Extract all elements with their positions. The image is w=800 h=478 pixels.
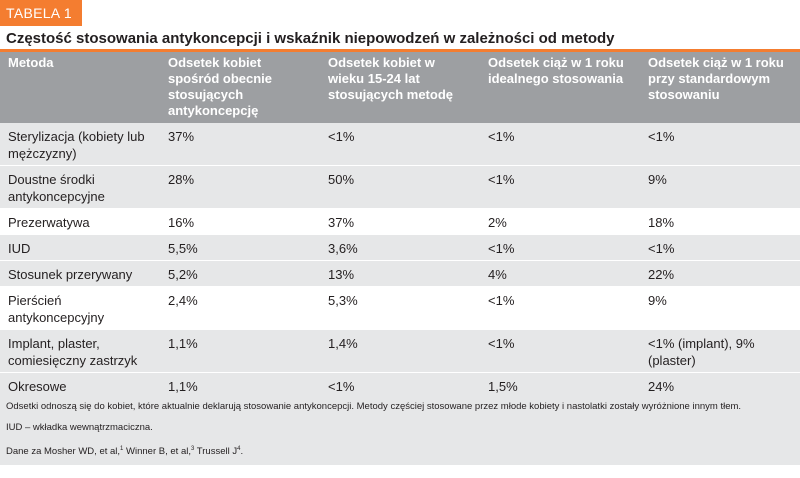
source-ref-1: 1 <box>120 446 124 452</box>
table-row: Stosunek przerywany 5,2% 13% 4% 22% <box>0 260 800 287</box>
header-typical-use-failure: Odsetek ciąż w 1 roku przy standardowym … <box>640 52 800 123</box>
cell-share-age-15-24: <1% <box>320 123 480 166</box>
table-row: Implant, plaster, comiesięczny zastrzyk 1… <box>0 329 800 373</box>
cell-perfect-use-failure: <1% <box>480 123 640 166</box>
table-number-tag: TABELA 1 <box>0 0 82 26</box>
cell-perfect-use-failure: <1% <box>480 165 640 209</box>
cell-method: Stosunek przerywany <box>0 260 160 287</box>
cell-share-age-15-24: 13% <box>320 260 480 287</box>
source-ref-3: 3 <box>190 446 195 452</box>
cell-perfect-use-failure: 4% <box>480 260 640 287</box>
cell-typical-use-failure: <1% <box>640 123 800 166</box>
title-divider <box>0 49 800 52</box>
cell-share-current-users: 37% <box>160 123 320 166</box>
contraception-table-container: Metoda Odsetek kobiet spośród obecnie st… <box>0 52 800 433</box>
table-row: Prezerwatywa 16% 37% 2% 18% <box>0 208 800 235</box>
table-row: Sterylizacja (kobiety lub mężczyzny) 37% <… <box>0 123 800 166</box>
cell-share-age-15-24: 37% <box>320 208 480 235</box>
table-row: Doustne środki antykoncepcyjne 28% 50% <1% 9… <box>0 165 800 209</box>
source-mid-2: Trussell J <box>194 446 238 458</box>
table-row: IUD 5,5% 3,6% <1% <1% <box>0 234 800 261</box>
cell-typical-use-failure: <1% (implant), 9% (plaster) <box>640 329 800 373</box>
header-share-current-users: Odsetek kobiet spośród obecnie stosujący… <box>160 52 320 123</box>
cell-method: Implant, plaster, comiesięczny zastrzyk <box>0 329 160 373</box>
cell-perfect-use-failure: <1% <box>480 286 640 330</box>
cell-perfect-use-failure: <1% <box>480 329 640 373</box>
cell-share-age-15-24: 3,6% <box>320 234 480 261</box>
header-method: Metoda <box>0 52 160 123</box>
cell-typical-use-failure: <1% <box>640 234 800 261</box>
footer-source: Dane za Mosher WD, et al,1 Winner B, et … <box>6 443 794 458</box>
cell-typical-use-failure: 9% <box>640 165 800 209</box>
table-body: Sterylizacja (kobiety lub mężczyzny) 37% <… <box>0 123 800 433</box>
cell-method: Sterylizacja (kobiety lub mężczyzny) <box>0 123 160 166</box>
cell-perfect-use-failure: 2% <box>480 208 640 235</box>
cell-share-current-users: 2,4% <box>160 286 320 330</box>
cell-share-current-users: 1,1% <box>160 329 320 373</box>
cell-typical-use-failure: 9% <box>640 286 800 330</box>
source-prefix: Dane za Mosher WD, et al, <box>6 446 121 458</box>
cell-share-current-users: 5,2% <box>160 260 320 287</box>
table-header: Metoda Odsetek kobiet spośród obecnie st… <box>0 52 800 123</box>
cell-typical-use-failure: 18% <box>640 208 800 235</box>
table-title: Częstość stosowania antykoncepcji i wska… <box>6 30 615 47</box>
table-row: Pierścień antykoncepcyjny 2,4% 5,3% <1% 9% <box>0 286 800 330</box>
cell-method: IUD <box>0 234 160 261</box>
source-mid-1: Winner B, et al, <box>123 446 191 458</box>
source-end: . <box>240 446 244 458</box>
cell-method: Pierścień antykoncepcyjny <box>0 286 160 330</box>
footer-note: Odsetki odnoszą się do kobiet, które akt… <box>6 401 742 412</box>
footer-iud-definition: IUD – wkładka wewnątrzmaciczna. <box>6 422 153 433</box>
header-perfect-use-failure: Odsetek ciąż w 1 roku idealnego stosowan… <box>480 52 640 123</box>
cell-method: Doustne środki antykoncepcyjne <box>0 165 160 209</box>
cell-typical-use-failure: 22% <box>640 260 800 287</box>
cell-share-age-15-24: 5,3% <box>320 286 480 330</box>
cell-method: Prezerwatywa <box>0 208 160 235</box>
cell-perfect-use-failure: <1% <box>480 234 640 261</box>
cell-share-age-15-24: 1,4% <box>320 329 480 373</box>
header-row: Metoda Odsetek kobiet spośród obecnie st… <box>0 52 800 123</box>
table-footer: Odsetki odnoszą się do kobiet, które akt… <box>0 395 800 465</box>
cell-share-age-15-24: 50% <box>320 165 480 209</box>
cell-share-current-users: 28% <box>160 165 320 209</box>
cell-share-current-users: 16% <box>160 208 320 235</box>
source-ref-4: 4 <box>237 446 241 452</box>
header-share-age-15-24: Odsetek kobiet w wieku 15-24 lat stosują… <box>320 52 480 123</box>
contraception-table: Metoda Odsetek kobiet spośród obecnie st… <box>0 52 800 433</box>
cell-share-current-users: 5,5% <box>160 234 320 261</box>
